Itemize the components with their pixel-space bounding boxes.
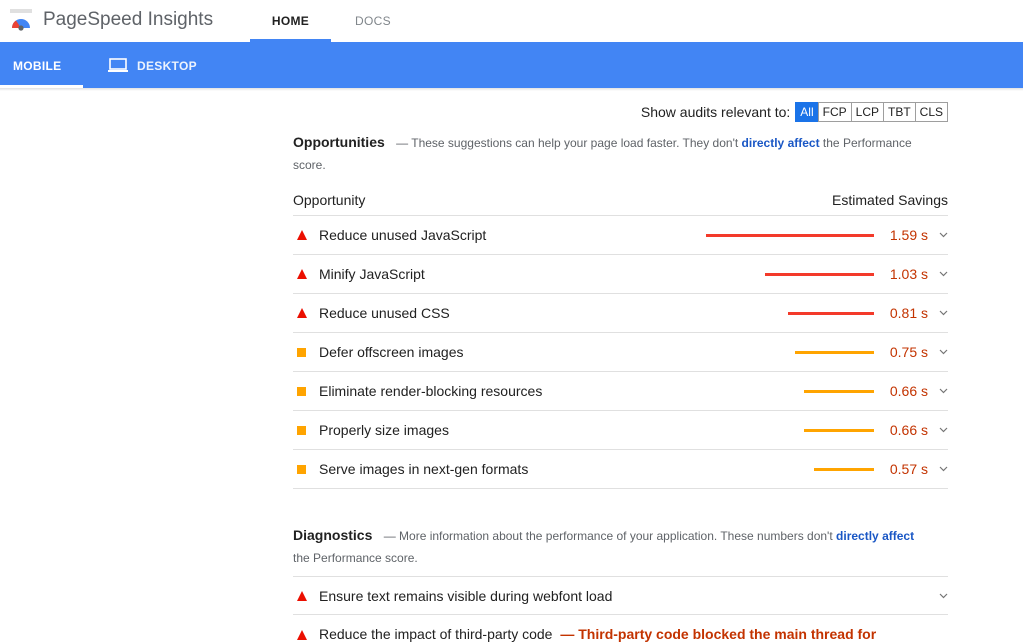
savings-bar	[765, 273, 874, 276]
savings-bar	[804, 429, 874, 432]
tab-home-indicator	[250, 39, 331, 42]
audit-filter: Show audits relevant to: All FCP LCP TBT…	[641, 102, 948, 122]
tab-mobile[interactable]: MOBILE	[13, 59, 62, 73]
column-opportunity: Opportunity	[293, 192, 366, 208]
diagnostics-header: Diagnostics — More information about the…	[293, 524, 923, 569]
fail-triangle-icon	[297, 269, 307, 279]
average-square-icon	[297, 348, 306, 357]
opportunities-title: Opportunities	[293, 134, 385, 150]
opportunity-title: Defer offscreen images	[319, 344, 464, 360]
chevron-down-icon[interactable]	[939, 308, 948, 317]
savings-bar	[706, 234, 874, 237]
savings-value: 0.66 s	[889, 422, 928, 438]
savings-value: 0.81 s	[889, 305, 928, 321]
device-tab-bar: MOBILE DESKTOP	[0, 42, 1023, 88]
filter-chip-all[interactable]: All	[795, 102, 819, 122]
average-square-icon	[297, 387, 306, 396]
filter-label: Show audits relevant to:	[640, 104, 791, 120]
opportunities-desc-prefix: — These suggestions can help your page l…	[396, 136, 739, 150]
opportunity-row[interactable]: Eliminate render-blocking resources 0.66…	[293, 372, 948, 411]
fail-triangle-icon	[297, 591, 307, 601]
opportunity-row[interactable]: Defer offscreen images 0.75 s	[293, 333, 948, 372]
average-square-icon	[297, 426, 306, 435]
opportunities-header: Opportunities — These suggestions can he…	[293, 131, 923, 176]
diagnostic-title: Ensure text remains visible during webfo…	[319, 588, 613, 604]
opportunity-title: Reduce unused CSS	[319, 305, 450, 321]
column-estimated-savings: Estimated Savings	[832, 192, 948, 208]
filter-chip-fcp[interactable]: FCP	[817, 102, 852, 122]
chevron-down-icon[interactable]	[939, 591, 948, 600]
diagnostic-title: Reduce the impact of third-party code	[319, 626, 553, 642]
savings-value: 0.57 s	[889, 461, 928, 477]
tab-home[interactable]: HOME	[271, 14, 310, 28]
filter-chip-lcp[interactable]: LCP	[850, 102, 884, 122]
savings-value: 1.03 s	[889, 266, 928, 282]
diagnostic-row[interactable]: Ensure text remains visible during webfo…	[293, 576, 948, 615]
diagnostic-warning: — Third-party code blocked the main thre…	[560, 626, 877, 642]
diagnostic-title-wrap: Reduce the impact of third-party code — …	[319, 626, 876, 642]
diagnostics-title: Diagnostics	[293, 527, 373, 543]
savings-value: 0.75 s	[889, 344, 928, 360]
average-square-icon	[297, 465, 306, 474]
tab-mobile-indicator	[0, 85, 83, 88]
fail-triangle-icon	[297, 630, 307, 640]
app-title[interactable]: PageSpeed Insights	[43, 9, 214, 30]
opportunities-desc-suffix: the Performance score.	[293, 136, 912, 172]
tab-desktop[interactable]: DESKTOP	[137, 59, 197, 73]
opportunity-row[interactable]: Reduce unused JavaScript 1.59 s	[293, 216, 948, 255]
opportunity-title: Reduce unused JavaScript	[319, 227, 487, 243]
chevron-down-icon[interactable]	[939, 464, 948, 473]
opportunities-column-header: Opportunity Estimated Savings	[293, 190, 948, 216]
filter-chip-tbt[interactable]: TBT	[882, 102, 916, 122]
fail-triangle-icon	[297, 308, 307, 318]
directly-link[interactable]: directly	[836, 529, 879, 543]
opportunity-title: Serve images in next-gen formats	[319, 461, 529, 477]
opportunity-row[interactable]: Serve images in next-gen formats 0.57 s	[293, 450, 948, 489]
laptop-icon[interactable]	[108, 58, 128, 72]
chevron-down-icon[interactable]	[939, 425, 948, 434]
chevron-down-icon[interactable]	[939, 230, 948, 239]
bar-shadow	[0, 88, 1023, 91]
chevron-down-icon[interactable]	[939, 347, 948, 356]
directly-affect-link[interactable]: directly affect	[741, 136, 820, 150]
affect-link[interactable]: affect	[882, 529, 915, 543]
opportunity-title: Eliminate render-blocking resources	[319, 383, 543, 399]
chevron-down-icon[interactable]	[939, 386, 948, 395]
opportunity-title: Properly size images	[319, 422, 449, 438]
savings-value: 1.59 s	[889, 227, 928, 243]
diagnostic-row[interactable]: Reduce the impact of third-party code — …	[293, 614, 948, 642]
fail-triangle-icon	[297, 230, 307, 240]
savings-bar	[814, 468, 874, 471]
chevron-down-icon[interactable]	[939, 269, 948, 278]
savings-bar	[804, 390, 874, 393]
opportunity-title: Minify JavaScript	[319, 266, 425, 282]
opportunity-row[interactable]: Reduce unused CSS 0.81 s	[293, 294, 948, 333]
savings-bar	[788, 312, 874, 315]
diagnostics-desc-prefix: — More information about the performance…	[383, 529, 833, 543]
opportunity-row[interactable]: Properly size images 0.66 s	[293, 411, 948, 450]
filter-chip-cls[interactable]: CLS	[914, 102, 948, 122]
tab-docs[interactable]: DOCS	[355, 14, 391, 28]
opportunity-row[interactable]: Minify JavaScript 1.03 s	[293, 255, 948, 294]
top-bar: PageSpeed Insights HOME DOCS	[0, 0, 1023, 42]
savings-bar	[795, 351, 874, 354]
savings-value: 0.66 s	[889, 383, 928, 399]
diagnostics-desc-suffix: the Performance score.	[293, 551, 418, 565]
pagespeed-logo-icon[interactable]	[10, 9, 32, 31]
